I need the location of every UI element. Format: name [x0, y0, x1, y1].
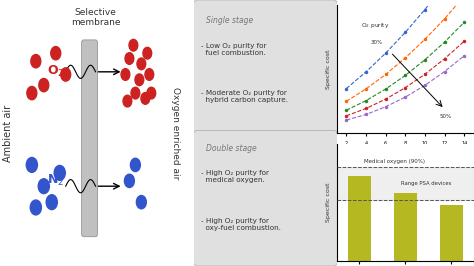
Circle shape: [61, 68, 71, 81]
Text: O$_2$: O$_2$: [47, 64, 64, 79]
Circle shape: [51, 47, 61, 60]
Circle shape: [131, 87, 140, 99]
Circle shape: [121, 69, 130, 80]
Y-axis label: Specific cost: Specific cost: [326, 49, 331, 89]
Circle shape: [147, 87, 155, 99]
Bar: [439, 205, 463, 261]
Circle shape: [30, 200, 41, 215]
Circle shape: [135, 74, 144, 86]
FancyBboxPatch shape: [82, 40, 98, 237]
Circle shape: [39, 78, 49, 92]
Circle shape: [27, 86, 37, 100]
Text: Single stage: Single stage: [206, 16, 253, 25]
Circle shape: [137, 196, 146, 209]
Circle shape: [31, 55, 41, 68]
Text: Selective
membrane: Selective membrane: [71, 8, 120, 27]
Circle shape: [129, 39, 138, 51]
Circle shape: [54, 165, 65, 180]
Circle shape: [143, 47, 152, 59]
Circle shape: [145, 69, 154, 80]
Y-axis label: Specific cost: Specific cost: [326, 182, 331, 222]
Text: - Low O₂ purity for
  fuel combustion.: - Low O₂ purity for fuel combustion.: [201, 43, 267, 56]
Circle shape: [46, 195, 57, 210]
Text: Ambient air: Ambient air: [3, 105, 13, 161]
Text: O$_2$ purity: O$_2$ purity: [361, 20, 390, 30]
Text: 30%: 30%: [371, 40, 383, 45]
FancyBboxPatch shape: [193, 0, 338, 136]
Text: - Moderate O₂ purity for
  hybrid carbon capture.: - Moderate O₂ purity for hybrid carbon c…: [201, 90, 289, 103]
X-axis label: O₂/N₂ selectivity: O₂/N₂ selectivity: [380, 151, 431, 156]
Circle shape: [26, 157, 37, 172]
Circle shape: [130, 158, 140, 172]
Circle shape: [124, 174, 135, 188]
Text: Medical oxygen (90%): Medical oxygen (90%): [364, 159, 425, 164]
Text: 50%: 50%: [439, 114, 452, 119]
Circle shape: [38, 179, 49, 194]
Bar: [394, 193, 417, 261]
Text: Double stage: Double stage: [206, 144, 256, 153]
Text: - High O₂ purity for
  oxy-fuel combustion.: - High O₂ purity for oxy-fuel combustion…: [201, 218, 282, 231]
Text: Oxygen enriched air: Oxygen enriched air: [171, 87, 180, 179]
Bar: [337, 167, 474, 200]
Bar: [348, 176, 371, 261]
Circle shape: [141, 93, 150, 104]
Text: - High O₂ purity for
  medical oxygen.: - High O₂ purity for medical oxygen.: [201, 170, 269, 183]
FancyBboxPatch shape: [193, 130, 338, 266]
Text: N$_2$: N$_2$: [47, 173, 64, 188]
Circle shape: [123, 95, 132, 107]
Circle shape: [137, 58, 146, 70]
Circle shape: [125, 53, 134, 64]
Text: Range PSA devices: Range PSA devices: [401, 181, 451, 186]
